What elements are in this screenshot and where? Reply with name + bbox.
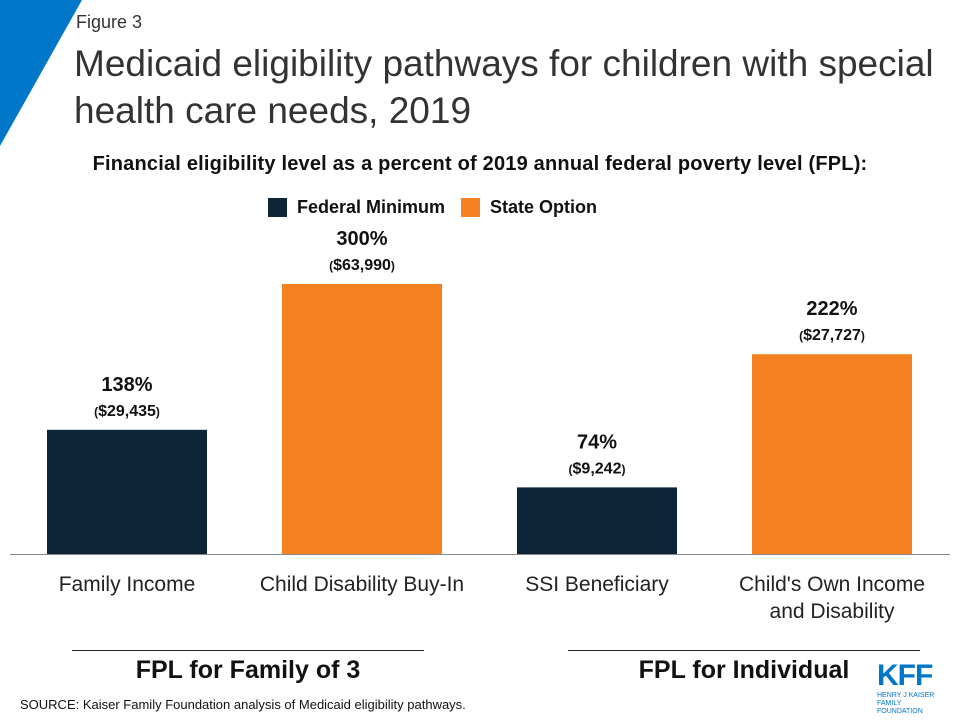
bar-child-disability-buy-in [282,284,442,554]
value-label-ssi-beneficiary: 74% [577,431,617,453]
group-label-individual: FPL for Individual [638,656,850,684]
value-label-child-disability-buy-in: 300% [336,228,387,250]
logo-subtext-2: FAMILY FOUNDATION [877,700,923,715]
dollar-label-ssi-beneficiary: ($9,242) [569,460,626,477]
category-label-family-income: Family Income [59,573,196,596]
legend-swatch-federal-minimum [268,198,287,217]
chart-legend: Federal Minimum State Option [268,197,613,218]
chart-subtitle: Financial eligibility level as a percent… [92,153,868,175]
corner-accent-triangle [0,0,82,146]
legend-item-federal-minimum: Federal Minimum [268,197,445,218]
value-label-family-income: 138% [101,374,152,396]
legend-label-state-option: State Option [490,197,598,217]
bar-child-s-own-income-and-disability [752,354,912,554]
dollar-label-child-s-own-income-and-disability: ($27,727) [799,327,865,344]
figure-label: Figure 3 [76,12,143,32]
page-title: Medicaid eligibility pathways for childr… [74,43,934,131]
source-note: SOURCE: Kaiser Family Foundation analysi… [20,697,466,712]
legend-item-state-option: State Option [461,197,597,218]
legend-swatch-state-option [461,198,481,217]
group-label-family: FPL for Family of 3 [135,656,361,684]
legend-label-federal-minimum: Federal Minimum [297,197,446,217]
group-rule-individual [568,650,920,651]
category-label-ssi-beneficiary: SSI Beneficiary [525,573,669,596]
bar-ssi-beneficiary [517,487,677,554]
category-label-child-s-own-income-and-disability-line-2: and Disability [770,600,895,623]
category-label-child-disability-buy-in: Child Disability Buy-In [260,573,464,596]
value-label-child-s-own-income-and-disability: 222% [806,298,857,320]
group-rule-family [72,650,424,651]
logo-subtext-1: HENRY J KAISER [877,692,935,699]
dollar-label-child-disability-buy-in: ($63,990) [329,257,395,274]
bar-chart: 138% ($29,435) Family Income 300% ($63,990) C… [10,228,950,623]
bar-family-income [47,429,207,554]
kff-logo: KFF HENRY J KAISER FAMILY FOUNDATION [877,659,947,716]
logo-text: KFF [877,659,933,692]
category-label-child-s-own-income-and-disability-line-1: Child's Own Income [739,573,925,596]
dollar-label-family-income: ($29,435) [94,403,160,420]
